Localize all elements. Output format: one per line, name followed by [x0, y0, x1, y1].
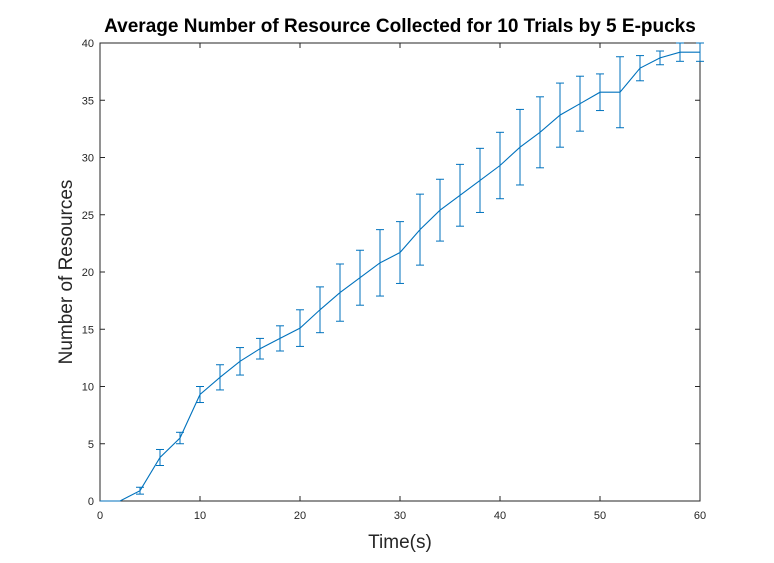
chart-title: Average Number of Resource Collected for… — [104, 16, 696, 37]
plot-area: 0 10 20 30 40 50 60 0 5 10 15 20 25 30 35 40 — [82, 38, 706, 522]
y-tick-label: 30 — [82, 153, 94, 165]
x-tick-label: 30 — [394, 510, 406, 522]
x-tick-label: 0 — [97, 510, 103, 522]
y-tick-label: 40 — [82, 38, 94, 50]
y-tick-label: 0 — [88, 496, 94, 508]
y-axis-label: Number of Resources — [56, 180, 77, 365]
x-tick-label: 40 — [494, 510, 506, 522]
x-tick-label: 10 — [194, 510, 206, 522]
y-tick-label: 15 — [82, 324, 94, 336]
x-tick-label: 50 — [594, 510, 606, 522]
y-tick-label: 5 — [88, 439, 94, 451]
x-tick-label: 60 — [694, 510, 706, 522]
x-tick-label: 20 — [294, 510, 306, 522]
y-tick-label: 10 — [82, 382, 94, 394]
y-tick-label: 35 — [82, 95, 94, 107]
y-tick-label: 20 — [82, 267, 94, 279]
y-tick-label: 25 — [82, 210, 94, 222]
x-axis-label: Time(s) — [368, 532, 432, 553]
